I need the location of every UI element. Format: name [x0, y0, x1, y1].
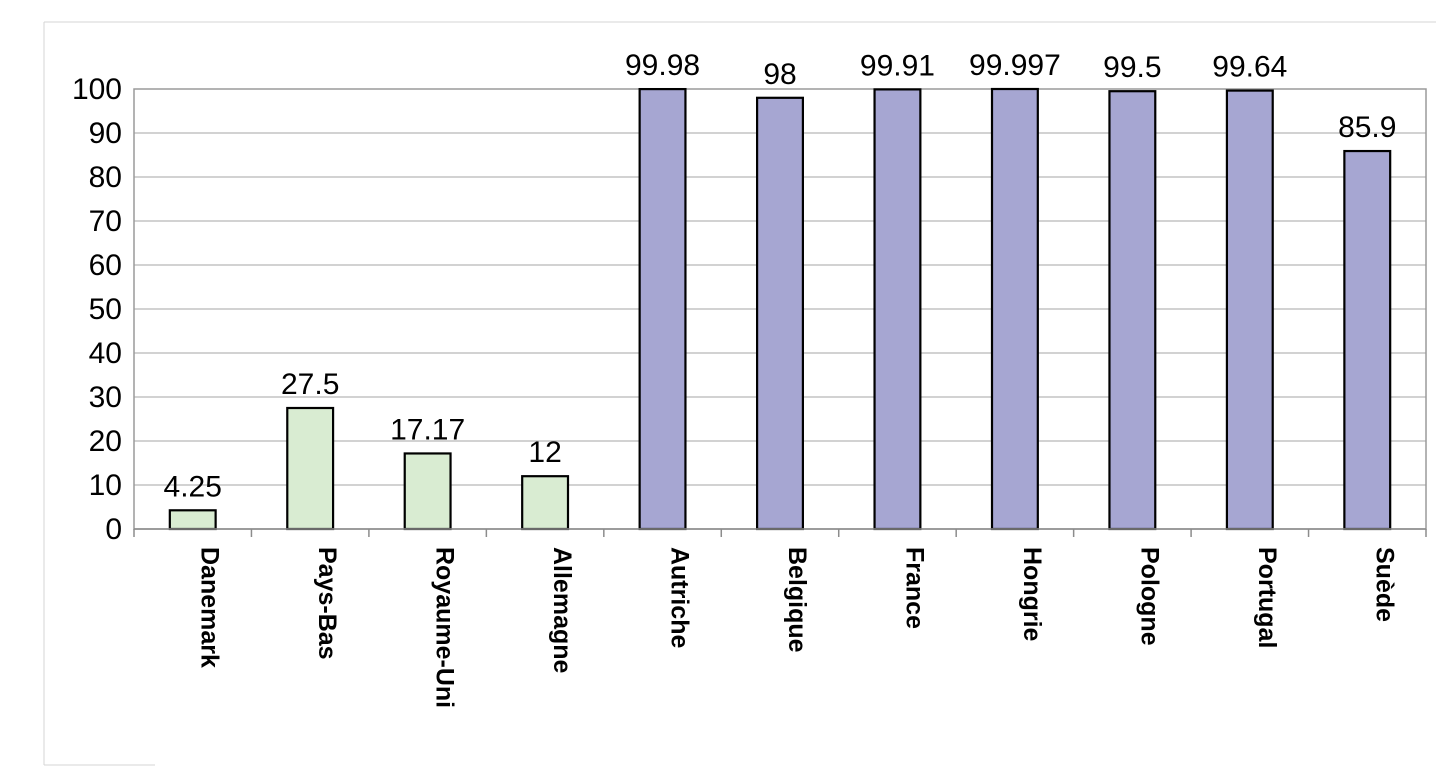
x-tick-label: Belgique	[783, 547, 811, 653]
x-tick-label: Danemark	[196, 547, 224, 668]
y-tick-label: 60	[89, 249, 122, 282]
y-tick-label: 40	[89, 337, 122, 370]
bar-danemark	[168, 509, 217, 531]
bar-royaume-uni	[403, 452, 452, 531]
y-axis-ticks: 0 10 20 30 40 50 60 70 80 90 100	[72, 73, 122, 546]
data-label: 99.64	[1212, 51, 1287, 84]
data-label: 99.91	[860, 49, 935, 82]
bar-hongrie	[990, 87, 1039, 531]
bar-pays-bas	[286, 406, 335, 531]
y-tick-label: 10	[89, 469, 122, 502]
bar-suède	[1343, 149, 1392, 531]
x-tick-label: France	[900, 547, 928, 629]
data-label: 4.25	[164, 470, 222, 503]
x-tick-label: Allemagne	[548, 547, 576, 674]
x-tick-label: Royaume-Uni	[431, 547, 459, 708]
data-label: 17.17	[390, 413, 465, 446]
data-label: 98	[763, 58, 796, 91]
y-tick-label: 0	[105, 513, 122, 546]
x-tick-label: Pays-Bas	[313, 547, 341, 660]
bar-portugal	[1225, 89, 1274, 531]
y-tick-label: 20	[89, 425, 122, 458]
bar-autriche	[638, 87, 687, 531]
y-tick-label: 30	[89, 381, 122, 414]
data-label: 27.5	[281, 368, 339, 401]
x-tick-label: Hongrie	[1018, 547, 1046, 642]
y-tick-label: 70	[89, 205, 122, 238]
x-tick-label: Autriche	[666, 547, 694, 649]
data-label: 99.5	[1103, 51, 1161, 84]
x-tick-label: Suède	[1370, 547, 1398, 622]
y-tick-label: 90	[89, 117, 122, 150]
x-tick-label: Portugal	[1253, 547, 1281, 648]
data-labels: 4.25 27.5 17.17 12 99.98 98 99.91 99.997 99.5 99.…	[164, 49, 1397, 503]
bar-allemagne	[521, 475, 570, 531]
data-label: 99.98	[625, 49, 700, 82]
x-axis-ticks: Danemark Pays-Bas Royaume-Uni Allemagne Autr…	[133, 529, 1427, 708]
data-label: 99.997	[969, 49, 1061, 82]
bar-pologne	[1108, 90, 1157, 531]
data-label: 12	[528, 436, 561, 469]
y-tick-label: 50	[89, 293, 122, 326]
data-label: 85.9	[1338, 111, 1396, 144]
y-tick-label: 100	[72, 73, 122, 106]
bar-france	[873, 88, 922, 531]
y-tick-label: 80	[89, 161, 122, 194]
bar-belgique	[755, 96, 805, 531]
x-tick-label: Pologne	[1135, 547, 1163, 646]
